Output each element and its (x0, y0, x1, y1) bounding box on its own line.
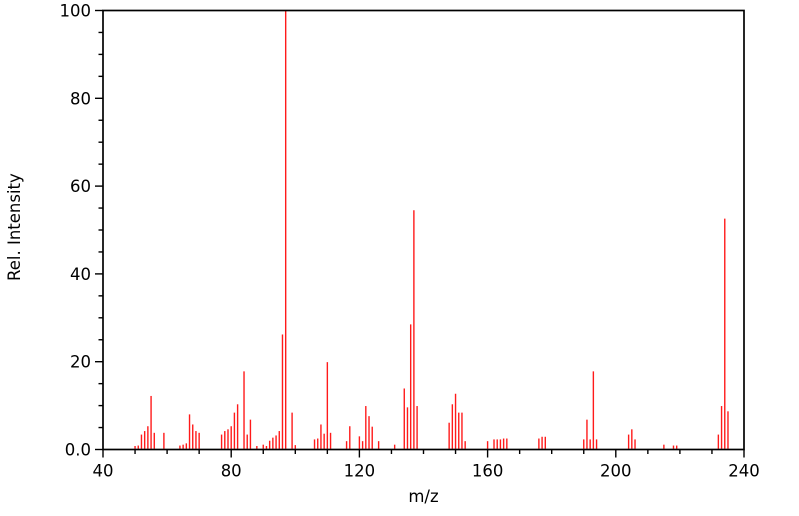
x-tick-label: 120 (344, 462, 376, 481)
y-tick-label: 60 (70, 177, 91, 196)
y-tick-label: 80 (70, 89, 91, 108)
y-tick-label: 40 (70, 265, 91, 284)
x-tick-label: 240 (728, 462, 760, 481)
x-tick-label: 80 (221, 462, 242, 481)
x-tick-label: 40 (93, 462, 114, 481)
y-tick-label: 20 (70, 353, 91, 372)
x-axis-title: m/z (408, 487, 439, 506)
x-tick-label: 200 (600, 462, 632, 481)
y-tick-label: 0.0 (65, 441, 91, 460)
plot-frame (102, 9, 745, 451)
y-tick-label: 100 (60, 2, 92, 21)
x-tick-label: 160 (472, 462, 504, 481)
y-axis-title: Rel. Intensity (5, 173, 24, 281)
